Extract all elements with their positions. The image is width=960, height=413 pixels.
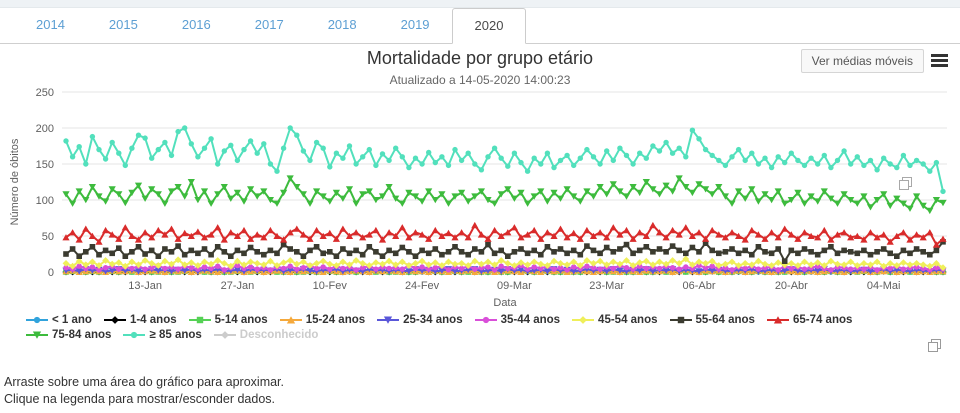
y-tick-label: 0	[48, 267, 54, 279]
x-tick-label: 27-Jan	[221, 280, 255, 292]
x-tick-label: 10-Fev	[313, 280, 348, 292]
legend-label: ≥ 85 anos	[149, 329, 202, 341]
tab-2014[interactable]: 2014	[36, 17, 65, 32]
square-marker-icon	[188, 316, 211, 324]
chart-container: Mortalidade por grupo etário Atualizado …	[0, 44, 960, 362]
tab-bar: 2014 2015 2016 2017 2018 2019 2020	[0, 8, 960, 44]
circle-marker-icon	[474, 316, 497, 324]
tab-2019[interactable]: 2019	[400, 17, 430, 32]
circle-marker-icon	[26, 316, 48, 324]
legend-label: < 1 ano	[52, 314, 92, 326]
x-tick-label: 24-Fev	[405, 280, 440, 292]
triangle-down-marker-icon	[377, 316, 400, 324]
chart-subtitle: Atualizado a 14-05-2020 14:00:23	[389, 73, 571, 87]
square-marker-icon	[669, 316, 692, 324]
legend-label: 65-74 anos	[792, 314, 853, 326]
series-line[interactable]	[62, 175, 947, 215]
legend-item-10[interactable]: 75-84 anos	[26, 329, 111, 341]
tab-2018[interactable]: 2018	[327, 17, 357, 32]
y-tick-label: 150	[36, 159, 54, 171]
legend-label: 5-14 anos	[214, 314, 268, 326]
hint-legend-text: Clique na legenda para mostrar/esconder …	[4, 392, 276, 406]
x-tick-label: 09-Mar	[497, 280, 532, 292]
hint-zoom-text: Arraste sobre uma área do gráfico para a…	[4, 375, 284, 389]
tab-2017[interactable]: 2017	[254, 17, 284, 32]
triangle-down-marker-icon	[26, 331, 48, 339]
series-line[interactable]	[63, 125, 946, 195]
legend-item-2[interactable]: 1-4 anos	[103, 314, 177, 326]
legend-item-7[interactable]: 45-54 anos	[572, 314, 658, 326]
y-tick-label: 100	[36, 195, 54, 207]
diamond-marker-icon	[572, 316, 595, 324]
legend-item-9[interactable]: 65-74 anos	[766, 314, 853, 326]
tab-2015[interactable]: 2015	[108, 17, 138, 32]
x-tick-label: 06-Abr	[683, 280, 716, 292]
chart-legend: < 1 ano 1-4 anos 5-14 anos 15-24 anos 25-34 …	[26, 314, 952, 341]
y-tick-label: 250	[36, 87, 54, 99]
x-tick-label: 04-Mai	[867, 280, 901, 292]
diamond-marker-icon	[213, 331, 236, 339]
x-tick-label: 20-Abr	[775, 280, 808, 292]
top-strip	[0, 0, 960, 8]
triangle-marker-icon	[766, 316, 789, 324]
legend-label: 45-54 anos	[598, 314, 658, 326]
circle-marker-icon	[123, 331, 146, 339]
plot-area[interactable]: 0 50 100 150 200 250 13-Jan 27-Jan 10-Fev 24-Fev 0…	[0, 85, 960, 310]
series-line[interactable]	[63, 239, 946, 264]
diamond-marker-icon	[103, 316, 126, 324]
legend-label: 15-24 anos	[305, 314, 366, 326]
legend-item-8[interactable]: 55-64 anos	[669, 314, 755, 326]
triangle-marker-icon	[279, 316, 302, 324]
copy-icon[interactable]	[928, 339, 941, 352]
y-tick-label: 200	[36, 123, 54, 135]
copy-icon[interactable]	[899, 177, 912, 190]
hamburger-icon[interactable]	[931, 54, 948, 69]
legend-label: 35-44 anos	[500, 314, 561, 326]
legend-item-4[interactable]: 15-24 anos	[279, 314, 366, 326]
legend-item-6[interactable]: 35-44 anos	[474, 314, 561, 326]
legend-label: 55-64 anos	[695, 314, 755, 326]
moving-averages-button[interactable]: Ver médias móveis	[800, 49, 924, 73]
y-tick-label: 50	[42, 231, 54, 243]
chart-title: Mortalidade por grupo etário	[366, 48, 594, 68]
legend-label: 75-84 anos	[52, 329, 112, 341]
legend-item-1[interactable]: < 1 ano	[26, 314, 92, 326]
series-line[interactable]	[62, 221, 947, 248]
legend-label: 25-34 anos	[403, 314, 463, 326]
legend-label: Desconhecido	[239, 329, 319, 341]
tab-2016[interactable]: 2016	[181, 17, 211, 32]
x-tick-label: 23-Mar	[589, 280, 624, 292]
legend-item-11[interactable]: ≥ 85 anos	[123, 329, 202, 341]
x-axis-title: Data	[493, 297, 517, 309]
legend-item-3[interactable]: 5-14 anos	[188, 314, 268, 326]
legend-item-12[interactable]: Desconhecido	[213, 329, 319, 341]
tab-2020[interactable]: 2020	[451, 8, 527, 44]
legend-item-5[interactable]: 25-34 anos	[377, 314, 463, 326]
x-tick-label: 13-Jan	[128, 280, 162, 292]
legend-label: 1-4 anos	[129, 314, 177, 326]
